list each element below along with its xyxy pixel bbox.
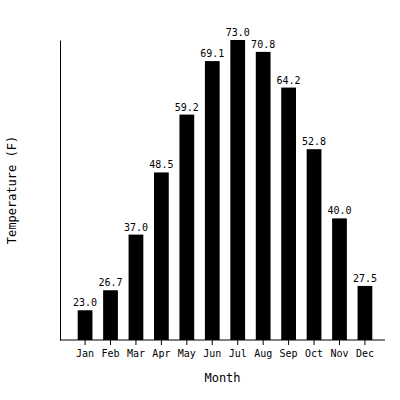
x-tick-label: Nov bbox=[330, 348, 348, 359]
y-axis-line bbox=[60, 41, 61, 341]
x-tick-mark bbox=[263, 340, 264, 345]
data-label: 37.0 bbox=[124, 222, 148, 233]
bar bbox=[154, 172, 169, 340]
x-tick: Dec bbox=[356, 340, 374, 359]
x-tick-mark bbox=[237, 340, 238, 345]
data-label: 64.2 bbox=[277, 75, 301, 86]
data-label: 73.0 bbox=[226, 27, 250, 38]
data-label: 69.1 bbox=[200, 48, 224, 59]
data-label: 59.2 bbox=[175, 102, 199, 113]
bar bbox=[179, 115, 194, 340]
x-tick-mark bbox=[110, 340, 111, 345]
x-axis-line bbox=[60, 340, 385, 341]
bar bbox=[205, 61, 220, 340]
bar bbox=[78, 310, 93, 340]
x-tick-label: May bbox=[178, 348, 196, 359]
bars bbox=[78, 40, 373, 340]
bar bbox=[230, 40, 245, 340]
x-tick: Jun bbox=[203, 340, 221, 359]
x-tick-mark bbox=[135, 340, 136, 345]
bar bbox=[358, 286, 373, 340]
data-label: 26.7 bbox=[98, 277, 122, 288]
x-tick: Feb bbox=[101, 340, 119, 359]
x-tick-label: Mar bbox=[127, 348, 145, 359]
x-tick: May bbox=[178, 340, 196, 359]
x-axis: Jan Feb Mar Apr May Jun Jul Aug Sep Oct Nov Dec bbox=[60, 340, 385, 359]
data-label: 27.5 bbox=[353, 273, 377, 284]
x-tick-label: Dec bbox=[356, 348, 374, 359]
bar bbox=[281, 88, 296, 340]
x-tick: Jul bbox=[229, 340, 247, 359]
x-tick-label: Apr bbox=[152, 348, 170, 359]
x-tick-label: Aug bbox=[254, 348, 272, 359]
x-tick-mark bbox=[339, 340, 340, 345]
x-tick-label: Jan bbox=[76, 348, 94, 359]
data-label: 23.0 bbox=[73, 297, 97, 308]
x-tick-label: Jul bbox=[229, 348, 247, 359]
x-tick-mark bbox=[161, 340, 162, 345]
x-tick-mark bbox=[186, 340, 187, 345]
x-tick-mark bbox=[212, 340, 213, 345]
x-tick-label: Oct bbox=[305, 348, 323, 359]
data-label: 52.8 bbox=[302, 136, 326, 147]
x-tick: Apr bbox=[152, 340, 170, 359]
bar bbox=[307, 149, 322, 340]
x-tick: Oct bbox=[305, 340, 323, 359]
bar bbox=[103, 290, 118, 340]
x-tick: Sep bbox=[280, 340, 298, 359]
x-tick: Jan bbox=[76, 340, 94, 359]
data-label: 48.5 bbox=[149, 159, 173, 170]
data-label: 70.8 bbox=[251, 39, 275, 50]
y-axis bbox=[60, 41, 61, 341]
x-tick-label: Feb bbox=[101, 348, 119, 359]
y-axis-title: Temperature (F) bbox=[5, 136, 19, 244]
x-tick-label: Sep bbox=[280, 348, 298, 359]
x-axis-title: Month bbox=[204, 371, 240, 385]
x-tick: Nov bbox=[330, 340, 348, 359]
x-tick: Mar bbox=[127, 340, 145, 359]
x-tick: Aug bbox=[254, 340, 272, 359]
x-tick-mark bbox=[85, 340, 86, 345]
bar bbox=[256, 52, 271, 340]
data-labels: 23.026.7 37.0 48.5 59.2 69.173.070.8 64.2 52.8… bbox=[73, 27, 377, 308]
x-tick-label: Jun bbox=[203, 348, 221, 359]
x-tick-mark bbox=[314, 340, 315, 345]
bar bbox=[129, 235, 144, 340]
bar bbox=[332, 218, 347, 340]
x-tick-mark bbox=[288, 340, 289, 345]
chart: Jan Feb Mar Apr May Jun Jul Aug Sep Oct Nov Dec 23.0… bbox=[0, 0, 400, 400]
x-tick-mark bbox=[364, 340, 365, 345]
data-label: 40.0 bbox=[327, 205, 351, 216]
